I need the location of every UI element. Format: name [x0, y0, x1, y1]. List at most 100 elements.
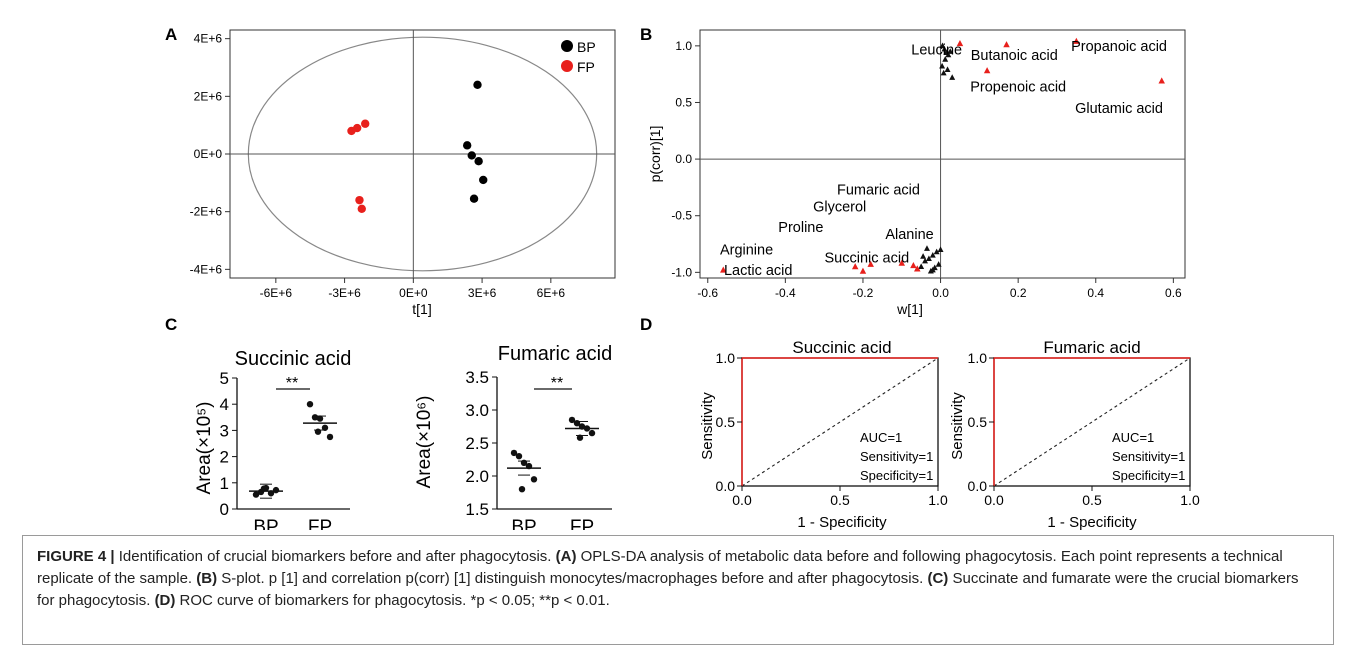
- metabolite-label: Alanine: [885, 227, 933, 243]
- y-tick-label: 4E+6: [194, 32, 223, 46]
- metabolite-point: [940, 69, 947, 76]
- caption-d-label: (D): [154, 592, 176, 609]
- x-tick-label: -3E+6: [328, 286, 361, 300]
- y-tick-label: -1.0: [671, 265, 692, 279]
- y-tick-label: 0: [220, 500, 229, 519]
- panel-a-xlabel: t[1]: [412, 301, 431, 317]
- metabolite-label: Leucine: [911, 42, 962, 58]
- panel-b-s-plot: -0.6 -0.4 -0.2 0.0 0.2 0.4 0.6 1.0 0.5 0.0 -0.5 -1.…: [647, 29, 1186, 317]
- sample-point-fp: [314, 428, 322, 435]
- figure-caption: FIGURE 4 | Identification of crucial bio…: [22, 535, 1334, 645]
- y-tick-label: 4: [220, 395, 229, 414]
- key-metabolite-point: [859, 267, 867, 274]
- caption-a-label: (A): [555, 548, 577, 565]
- panel-d2-ylabel: Sensitivity: [949, 392, 966, 460]
- panel-c2-ylabel: Area(×10⁶): [414, 396, 435, 489]
- x-tick-label: 1.0: [1180, 492, 1200, 508]
- roc-stat: Sensitivity=1: [1112, 449, 1185, 464]
- score-point-bp: [467, 151, 476, 160]
- sample-point-bp: [260, 485, 268, 492]
- metabolite-point: [918, 263, 925, 269]
- caption-b-text: S-plot. p [1] and correlation p(corr) [1…: [217, 570, 928, 587]
- score-point-fp: [347, 126, 356, 136]
- panel-d2-plot: 0.0 0.5 1.0 0.0 0.5 1.0 AUC=1 Sensitivity=1 Spec…: [968, 350, 1200, 508]
- panel-b-xlabel: w[1]: [896, 301, 923, 317]
- sample-point-fp: [306, 401, 314, 408]
- y-tick-label: 1.0: [716, 350, 736, 366]
- score-point-bp: [479, 175, 488, 185]
- panel-c1-axes: 0 1 2 3 4 5 BP FP: [220, 369, 350, 530]
- x-tick-label: 1.0: [928, 492, 948, 508]
- key-metabolite-point: [720, 266, 727, 273]
- x-tick-label: -0.2: [853, 286, 874, 300]
- panel-d1-xlabel: 1 - Specificity: [797, 514, 887, 530]
- sample-point-fp: [568, 416, 576, 424]
- caption-c-text: Succinate and fumarate were the crucial …: [37, 570, 1299, 609]
- sample-point-fp: [326, 433, 334, 441]
- sample-point-bp: [530, 476, 538, 483]
- sample-point-fp: [316, 415, 324, 422]
- panel-a-legend: BP FP: [561, 39, 596, 75]
- legend-marker-fp: [561, 60, 573, 72]
- panel-b-frame: [699, 29, 1186, 279]
- panel-c-succinic-acid: Succinic acid Area(×10⁵) 0 1 2 3 4 5 BP FP **: [194, 348, 351, 530]
- y-tick-label: 0.0: [716, 478, 736, 494]
- x-tick-label: 3E+6: [468, 286, 497, 300]
- y-tick-label: 0.0: [968, 478, 988, 494]
- y-tick-label: 2.5: [465, 434, 489, 453]
- metabolite-point: [945, 51, 952, 58]
- panel-b-axes: [700, 30, 1185, 278]
- key-metabolite-point: [1073, 37, 1080, 44]
- x-tick-label: 0.0: [732, 492, 752, 508]
- metabolite-point: [944, 66, 951, 72]
- panel-d-roc-fumaric: Fumaric acid 0.0 0.5 1.0 0.0 0.5 1.0 AUC=1 Sens…: [949, 338, 1200, 530]
- panel-d2-title: Fumaric acid: [1043, 338, 1140, 357]
- x-tick-label: -0.6: [697, 286, 718, 300]
- key-metabolite-point: [1003, 41, 1010, 48]
- metabolite-point: [929, 252, 936, 258]
- key-metabolite-point: [867, 260, 874, 267]
- category-label: BP: [253, 517, 278, 530]
- y-tick-label: 2: [220, 448, 229, 467]
- metabolite-point: [935, 261, 942, 267]
- metabolite-point: [942, 56, 949, 62]
- panel-c2-axes: 1.5 2.0 2.5 3.0 3.5 BP FP: [465, 368, 612, 530]
- panel-b-ticks: -0.6 -0.4 -0.2 0.0 0.2 0.4 0.6 1.0 0.5 0.0 -0.5 -1.…: [671, 39, 1182, 300]
- metabolite-point: [937, 246, 944, 252]
- panel-letter-c: C: [165, 315, 177, 334]
- panel-b-ylabel: p(corr)[1]: [647, 126, 663, 183]
- metabolite-label: Fumaric acid: [837, 183, 920, 199]
- key-metabolite-point: [983, 67, 991, 74]
- panel-c1-ylabel-text: Area(×10⁵): [194, 402, 215, 495]
- panel-c1-significance: **: [286, 375, 298, 392]
- panel-letter-a: A: [165, 25, 177, 44]
- metabolite-point: [927, 267, 934, 274]
- y-tick-label: 1.0: [968, 350, 988, 366]
- y-tick-label: 3: [220, 421, 229, 440]
- panel-b-annotations: Leucine Butanoic acid Propanoic acid Propen…: [720, 39, 1167, 279]
- sample-point-fp: [321, 424, 329, 431]
- score-point-fp: [361, 119, 370, 128]
- y-tick-label: -4E+6: [190, 262, 223, 276]
- metabolite-label: Glycerol: [813, 200, 866, 216]
- y-tick-label: 3.5: [465, 368, 489, 387]
- x-tick-label: 0.5: [1082, 492, 1102, 508]
- panel-c-fumaric-acid: Fumaric acid Area(×10⁶) 1.5 2.0 2.5 3.0 3.5 B…: [414, 343, 612, 530]
- x-tick-label: -6E+6: [260, 286, 293, 300]
- x-tick-label: 0.0: [984, 492, 1004, 508]
- caption-b-label: (B): [196, 570, 218, 587]
- x-tick-label: 6E+6: [537, 286, 566, 300]
- chance-diagonal: [741, 357, 939, 487]
- caption-figure-label: FIGURE 4 |: [37, 548, 115, 565]
- panel-c1-points: [249, 401, 337, 499]
- metabolite-point: [933, 248, 940, 255]
- y-tick-label: 0.5: [675, 95, 692, 109]
- y-tick-label: 1.5: [465, 500, 489, 519]
- roc-stat: AUC=1: [1112, 430, 1154, 445]
- panel-c1-title: Succinic acid: [235, 348, 352, 370]
- panel-letter-b: B: [640, 25, 652, 44]
- score-point-bp: [473, 80, 482, 89]
- key-metabolite-point: [956, 39, 964, 47]
- metabolite-point: [941, 45, 948, 52]
- panel-d1-title: Succinic acid: [792, 338, 891, 357]
